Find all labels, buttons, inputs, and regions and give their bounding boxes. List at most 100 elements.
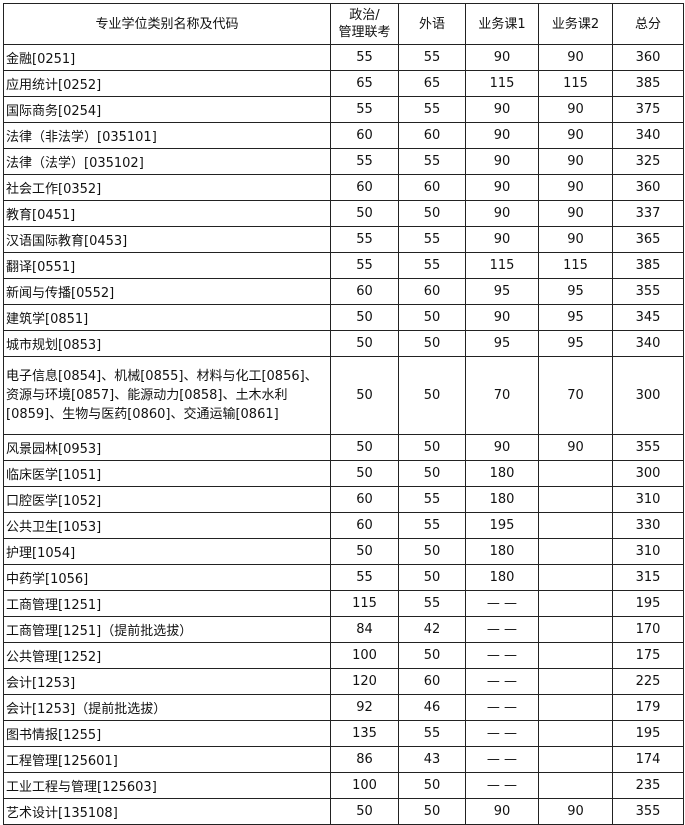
subject2-score	[538, 668, 613, 695]
subject1-score: — —	[465, 616, 539, 643]
language-score: 50	[398, 772, 466, 799]
language-score: 60	[398, 122, 466, 149]
table-row: 口腔医学[1052] 60 55 180 310	[3, 486, 684, 513]
total-score: 315	[612, 564, 684, 591]
total-score: 175	[612, 642, 684, 669]
language-score: 50	[398, 538, 466, 565]
language-score: 65	[398, 70, 466, 97]
total-score: 195	[612, 720, 684, 747]
category-name: 法律（法学）[035102]	[3, 148, 331, 175]
total-score: 195	[612, 590, 684, 617]
subject1-score: 90	[465, 96, 539, 123]
total-score: 300	[612, 356, 684, 435]
subject2-score: 95	[538, 304, 613, 331]
category-name: 工商管理[1251]	[3, 590, 331, 617]
politics-score: 55	[330, 44, 399, 71]
subject1-score: — —	[465, 720, 539, 747]
language-score: 42	[398, 616, 466, 643]
table-row: 电子信息[0854]、机械[0855]、材料与化工[0856]、资源与环境[08…	[3, 356, 684, 435]
category-name: 教育[0451]	[3, 200, 331, 227]
politics-score: 50	[330, 330, 399, 357]
category-name: 公共管理[1252]	[3, 642, 331, 669]
table-row: 公共卫生[1053] 60 55 195 330	[3, 512, 684, 539]
subject2-score: 115	[538, 252, 613, 279]
subject2-score	[538, 538, 613, 565]
language-score: 55	[398, 148, 466, 175]
table-row: 艺术设计[135108] 50 50 90 90 355	[3, 798, 684, 825]
category-name: 艺术设计[135108]	[3, 798, 331, 825]
subject1-score: 115	[465, 252, 539, 279]
language-score: 55	[398, 252, 466, 279]
politics-score: 55	[330, 564, 399, 591]
language-score: 55	[398, 226, 466, 253]
language-score: 50	[398, 564, 466, 591]
subject1-score: — —	[465, 590, 539, 617]
total-score: 235	[612, 772, 684, 799]
table-row: 临床医学[1051] 50 50 180 300	[3, 460, 684, 487]
category-name: 会计[1253]（提前批选拔）	[3, 694, 331, 721]
category-name: 工商管理[1251]（提前批选拔）	[3, 616, 331, 643]
politics-score: 50	[330, 434, 399, 461]
table-row: 法律（非法学）[035101] 60 60 90 90 340	[3, 122, 684, 149]
politics-score: 92	[330, 694, 399, 721]
subject1-score: — —	[465, 746, 539, 773]
table-row: 工程管理[125601] 86 43— — 174	[3, 746, 684, 773]
subject2-score	[538, 720, 613, 747]
subject2-score: 90	[538, 44, 613, 71]
politics-score: 84	[330, 616, 399, 643]
language-score: 50	[398, 200, 466, 227]
subject2-score: 95	[538, 330, 613, 357]
subject2-score: 90	[538, 226, 613, 253]
language-score: 55	[398, 512, 466, 539]
category-name: 口腔医学[1052]	[3, 486, 331, 513]
politics-score: 100	[330, 772, 399, 799]
table-row: 新闻与传播[0552] 60 60 95 95 355	[3, 278, 684, 305]
category-name: 电子信息[0854]、机械[0855]、材料与化工[0856]、资源与环境[08…	[3, 356, 331, 435]
category-name: 国际商务[0254]	[3, 96, 331, 123]
table-row: 汉语国际教育[0453] 55 55 90 90 365	[3, 226, 684, 253]
politics-score: 65	[330, 70, 399, 97]
subject1-score: 90	[465, 798, 539, 825]
politics-score: 50	[330, 460, 399, 487]
subject1-score: 90	[465, 148, 539, 175]
header-total: 总分	[612, 3, 684, 45]
total-score: 345	[612, 304, 684, 331]
table-row: 工商管理[1251]（提前批选拔） 84 42— — 170	[3, 616, 684, 643]
politics-score: 50	[330, 200, 399, 227]
total-score: 170	[612, 616, 684, 643]
politics-score: 50	[330, 304, 399, 331]
subject1-score: 90	[465, 122, 539, 149]
total-score: 300	[612, 460, 684, 487]
subject1-score: — —	[465, 772, 539, 799]
category-name: 新闻与传播[0552]	[3, 278, 331, 305]
language-score: 46	[398, 694, 466, 721]
subject1-score: 90	[465, 44, 539, 71]
category-name: 金融[0251]	[3, 44, 331, 71]
language-score: 50	[398, 434, 466, 461]
total-score: 375	[612, 96, 684, 123]
subject1-score: 115	[465, 70, 539, 97]
header-language: 外语	[398, 3, 466, 45]
table-row: 护理[1054] 50 50 180 310	[3, 538, 684, 565]
politics-score: 120	[330, 668, 399, 695]
table-row: 建筑学[0851] 50 50 90 95 345	[3, 304, 684, 331]
table-row: 城市规划[0853] 50 50 95 95 340	[3, 330, 684, 357]
total-score: 340	[612, 330, 684, 357]
total-score: 325	[612, 148, 684, 175]
category-name: 法律（非法学）[035101]	[3, 122, 331, 149]
category-name: 应用统计[0252]	[3, 70, 331, 97]
language-score: 60	[398, 278, 466, 305]
language-score: 55	[398, 720, 466, 747]
subject2-score: 70	[538, 356, 613, 435]
category-name: 护理[1054]	[3, 538, 331, 565]
politics-score: 55	[330, 226, 399, 253]
politics-score: 86	[330, 746, 399, 773]
category-name: 翻译[0551]	[3, 252, 331, 279]
subject1-score: 95	[465, 278, 539, 305]
subject2-score: 90	[538, 122, 613, 149]
table-row: 工商管理[1251] 115 55— — 195	[3, 590, 684, 617]
politics-score: 60	[330, 278, 399, 305]
subject1-score: 180	[465, 460, 539, 487]
language-score: 50	[398, 460, 466, 487]
table-row: 图书情报[1255] 135 55— — 195	[3, 720, 684, 747]
